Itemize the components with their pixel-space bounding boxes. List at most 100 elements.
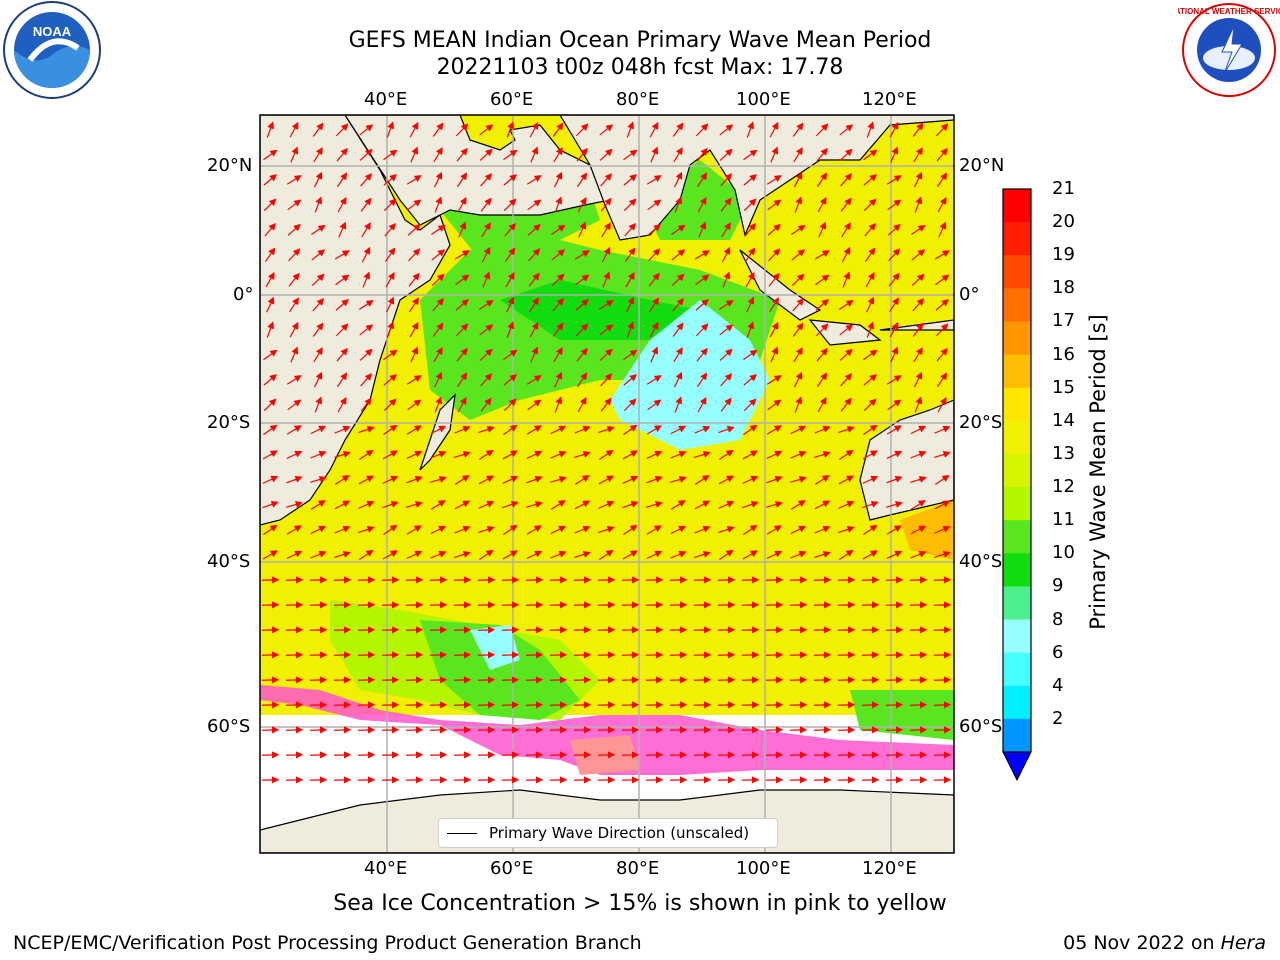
colorbar-tick: 14 bbox=[1052, 409, 1075, 431]
direction-arrow bbox=[697, 396, 707, 413]
direction-arrow bbox=[839, 124, 854, 136]
direction-arrow bbox=[746, 296, 755, 313]
direction-arrow bbox=[790, 550, 807, 559]
direction-arrow bbox=[525, 626, 544, 634]
direction-arrow bbox=[888, 272, 900, 287]
direction-arrow bbox=[622, 475, 639, 484]
direction-arrow bbox=[645, 701, 664, 709]
direction-arrow bbox=[501, 776, 520, 784]
direction-arrow bbox=[646, 500, 663, 508]
direction-arrow bbox=[313, 171, 323, 188]
direction-arrow bbox=[506, 121, 515, 138]
direction-arrow bbox=[722, 271, 731, 288]
direction-arrow bbox=[528, 248, 541, 262]
direction-arrow bbox=[600, 173, 613, 187]
direction-arrow bbox=[285, 601, 304, 609]
direction-arrow bbox=[503, 424, 518, 436]
direction-arrow bbox=[477, 776, 496, 784]
direction-arrow bbox=[694, 474, 710, 485]
lon-tick-bottom-100e: 100°E bbox=[736, 858, 791, 879]
direction-arrow bbox=[454, 550, 471, 559]
direction-arrow bbox=[334, 450, 351, 459]
direction-arrow bbox=[719, 324, 734, 336]
direction-arrow bbox=[742, 500, 759, 509]
direction-arrow bbox=[741, 651, 760, 659]
direction-arrow bbox=[287, 223, 301, 236]
direction-arrow bbox=[885, 601, 904, 609]
direction-arrow bbox=[648, 272, 660, 287]
direction-arrow bbox=[406, 550, 423, 560]
direction-arrow bbox=[837, 651, 856, 659]
direction-arrow bbox=[405, 726, 424, 734]
direction-arrow bbox=[623, 524, 638, 536]
direction-arrow bbox=[746, 321, 755, 338]
direction-arrow bbox=[261, 626, 280, 634]
direction-arrow bbox=[577, 196, 587, 213]
direction-arrow bbox=[526, 375, 542, 385]
direction-arrow bbox=[337, 172, 348, 187]
direction-arrow bbox=[431, 273, 445, 286]
direction-arrow bbox=[287, 199, 302, 211]
direction-arrow bbox=[933, 751, 952, 759]
direction-arrow bbox=[433, 171, 443, 188]
direction-arrow bbox=[767, 199, 782, 211]
direction-arrow bbox=[457, 396, 467, 413]
direction-arrow bbox=[814, 425, 831, 434]
direction-arrow bbox=[478, 299, 494, 310]
direction-arrow bbox=[936, 347, 948, 362]
direction-arrow bbox=[361, 222, 371, 238]
direction-arrow bbox=[673, 147, 683, 163]
direction-arrow bbox=[359, 348, 373, 361]
colorbar-tick: 20 bbox=[1052, 211, 1075, 233]
direction-arrow bbox=[333, 751, 352, 759]
direction-arrow bbox=[333, 651, 352, 659]
direction-arrow bbox=[886, 425, 902, 435]
direction-arrow bbox=[693, 626, 712, 634]
direction-arrow bbox=[866, 121, 875, 138]
direction-arrow bbox=[598, 475, 615, 485]
direction-arrow bbox=[429, 676, 448, 684]
direction-arrow bbox=[553, 347, 563, 363]
direction-arrow bbox=[477, 601, 496, 609]
direction-arrow bbox=[837, 626, 856, 634]
direction-arrow bbox=[600, 397, 612, 412]
direction-arrow bbox=[405, 626, 424, 634]
direction-arrow bbox=[405, 776, 424, 784]
lon-tick-top-40e: 40°E bbox=[364, 89, 408, 110]
direction-arrow bbox=[792, 122, 804, 137]
direction-arrow bbox=[720, 197, 732, 212]
direction-arrow bbox=[622, 550, 638, 560]
direction-arrow bbox=[697, 372, 708, 387]
direction-arrow bbox=[285, 776, 304, 784]
footer-right: 05 Nov 2022 on Hera bbox=[1063, 932, 1266, 954]
direction-arrow bbox=[717, 576, 736, 584]
direction-arrow bbox=[357, 676, 376, 684]
direction-arrow bbox=[359, 549, 374, 560]
direction-arrow bbox=[864, 222, 876, 237]
direction-arrow bbox=[525, 676, 544, 684]
direction-arrow bbox=[334, 474, 350, 485]
direction-arrow bbox=[886, 175, 902, 185]
direction-arrow bbox=[813, 776, 832, 784]
direction-arrow bbox=[645, 751, 664, 759]
lon-tick-bottom-40e: 40°E bbox=[364, 858, 408, 879]
direction-arrow bbox=[262, 450, 278, 460]
direction-arrow bbox=[477, 626, 496, 634]
direction-arrow bbox=[839, 449, 854, 460]
direction-arrow bbox=[266, 296, 275, 313]
direction-arrow bbox=[717, 751, 736, 759]
direction-arrow bbox=[381, 701, 400, 709]
direction-arrow bbox=[718, 425, 735, 434]
direction-arrow bbox=[839, 549, 854, 560]
direction-arrow bbox=[626, 296, 635, 313]
direction-arrow bbox=[646, 450, 663, 460]
direction-arrow bbox=[817, 372, 828, 387]
direction-arrow bbox=[382, 550, 398, 560]
direction-arrow bbox=[649, 121, 659, 138]
direction-arrow bbox=[669, 601, 688, 609]
direction-arrow bbox=[553, 147, 563, 163]
direction-arrow bbox=[383, 174, 398, 186]
direction-arrow bbox=[574, 525, 591, 534]
direction-arrow bbox=[549, 776, 568, 784]
lat-tick-left-20s: 20°S bbox=[207, 412, 251, 433]
